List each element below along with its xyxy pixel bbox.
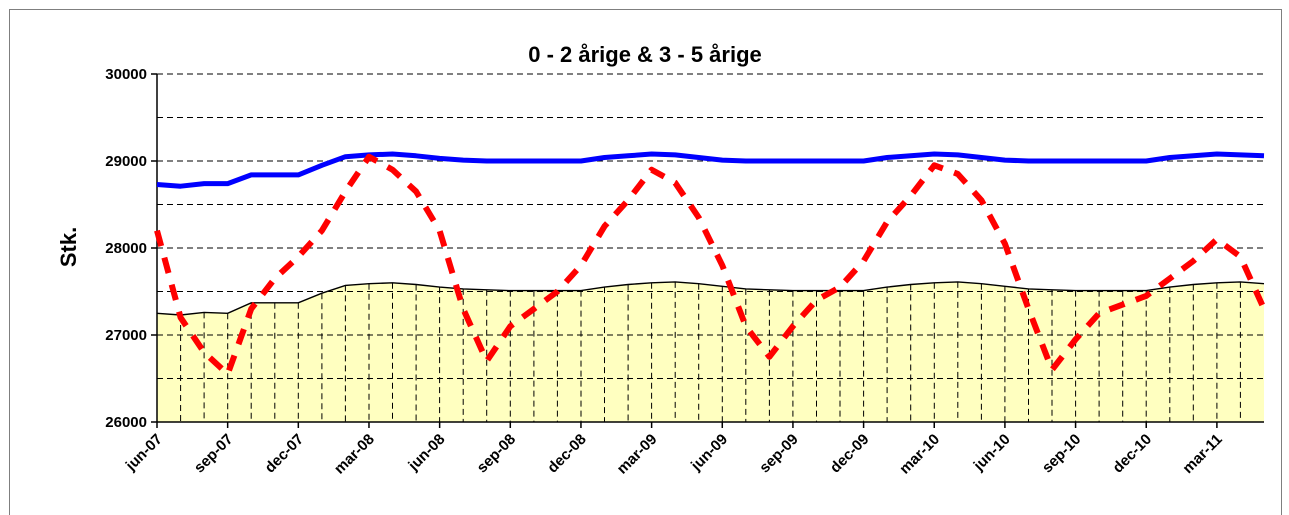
x-tick-label: mar-10 (896, 431, 943, 478)
x-tick-label: dec-10 (1109, 431, 1155, 477)
y-axis-label: Stk. (56, 227, 81, 267)
red-dashed-series (154, 153, 1267, 378)
line-series-layer (154, 151, 1267, 378)
x-tick-label: jun-09 (687, 431, 731, 475)
x-tick-label: dec-07 (262, 431, 308, 477)
x-tick-label: mar-08 (331, 431, 378, 478)
axes (151, 73, 1264, 428)
x-tick-labels: jun-07 sep-07 dec-07 mar-08 jun-08 sep-08 dec-… (122, 431, 1226, 478)
y-tick-label: 29000 (105, 153, 147, 170)
area-series-layer (156, 281, 1265, 422)
x-tick-label: jun-08 (404, 431, 448, 475)
x-tick-label: sep-07 (191, 431, 237, 477)
x-tick-label: jun-10 (970, 431, 1014, 475)
y-tick-labels: 26000 27000 28000 29000 30000 (105, 66, 147, 431)
x-tick-label: dec-09 (827, 431, 873, 477)
chart-title: 0 - 2 årige & 3 - 5 årige (528, 42, 762, 67)
y-tick-label: 26000 (105, 414, 147, 431)
x-tick-label: dec-08 (544, 431, 590, 477)
x-tick-label: mar-09 (614, 431, 661, 478)
x-tick-label: sep-09 (756, 431, 802, 477)
area-vertical-hatching (180, 281, 1241, 422)
x-tick-label: sep-10 (1039, 431, 1085, 477)
x-tick-label: jun-07 (122, 431, 166, 475)
y-tick-label: 28000 (105, 240, 147, 257)
area-series-fill (157, 281, 1264, 422)
x-tick-label: sep-08 (473, 431, 519, 477)
y-tick-label: 27000 (105, 327, 147, 344)
y-tick-label: 30000 (105, 66, 147, 83)
chart-frame (9, 9, 1282, 515)
blue-line-series (156, 151, 1265, 189)
x-tick-label: mar-11 (1179, 431, 1225, 477)
area-series-outline (156, 281, 1265, 316)
